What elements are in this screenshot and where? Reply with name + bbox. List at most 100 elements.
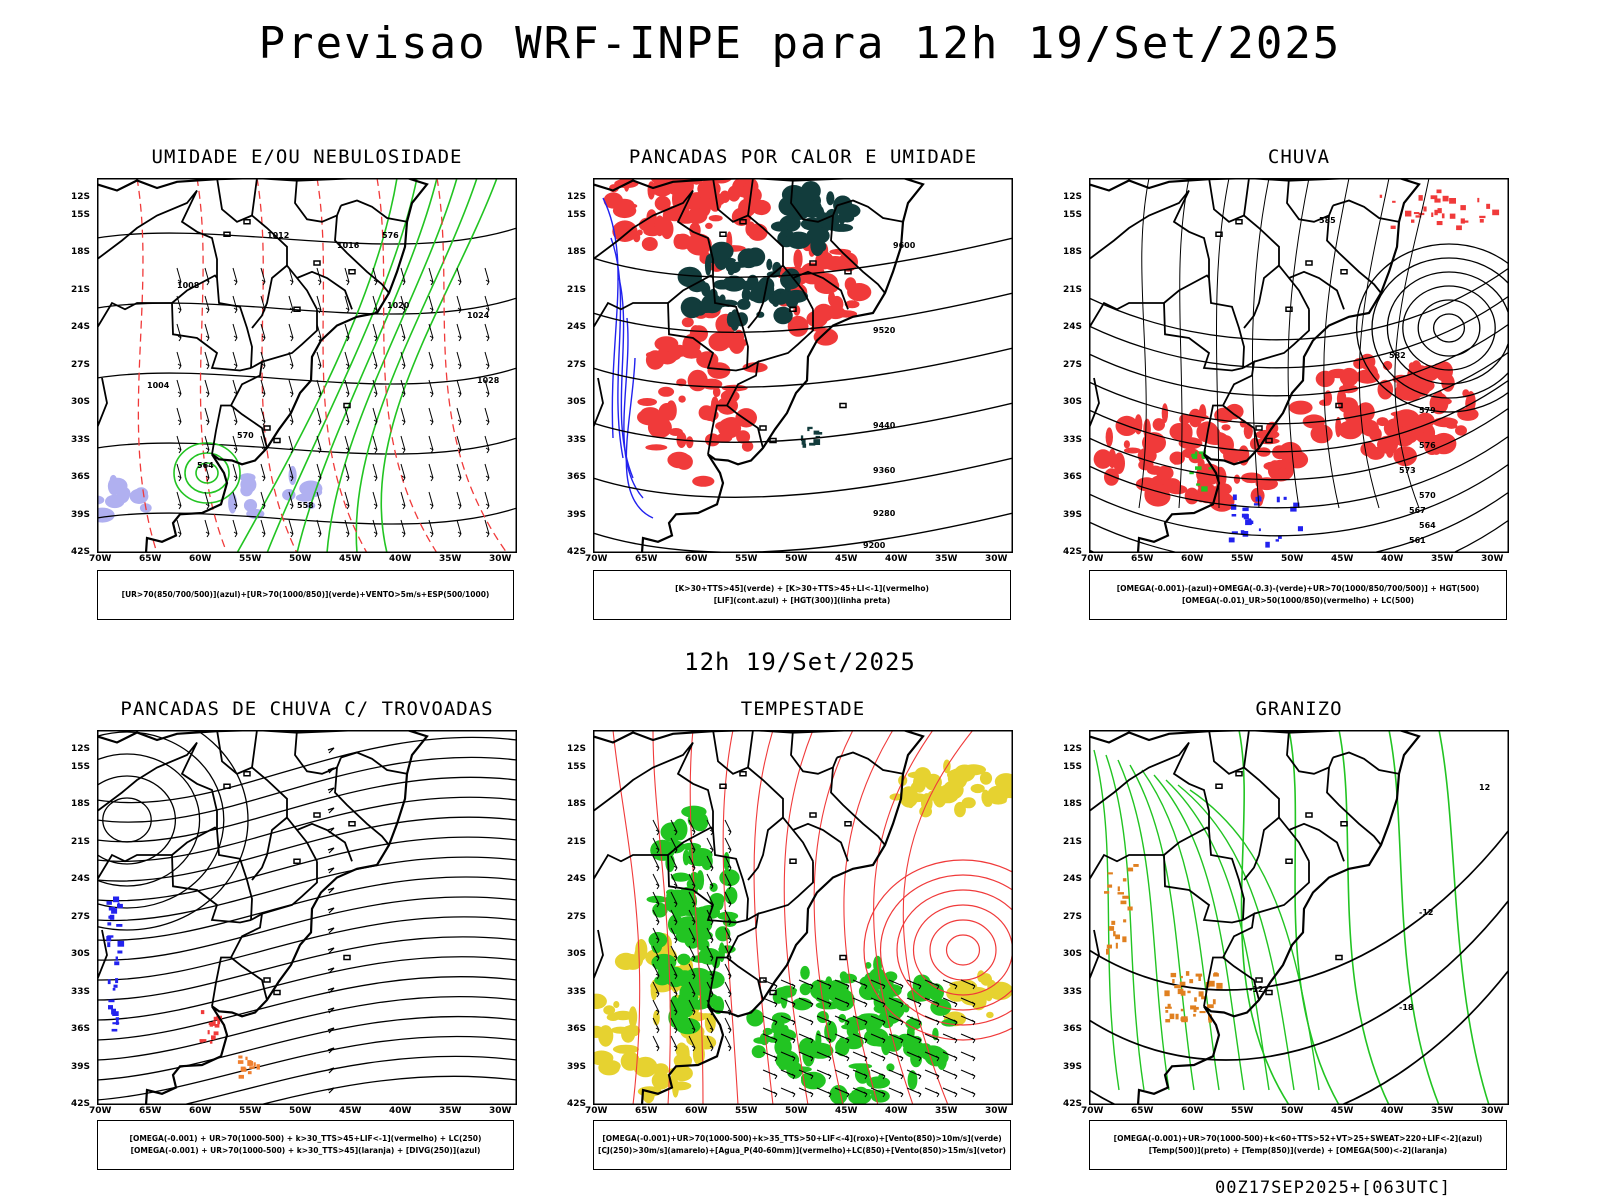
wind-vector [863, 1019, 868, 1026]
longitude-label: 40W [1381, 1106, 1404, 1116]
omega-area-orange [1193, 1013, 1196, 1017]
wind-vector [827, 1055, 832, 1062]
pressure-isobar [97, 437, 517, 455]
contour-label: 1008 [177, 281, 200, 290]
wind-vector [345, 335, 350, 342]
border-line [1163, 302, 1244, 372]
wind-vector [484, 379, 490, 395]
streamline [97, 976, 517, 1041]
wind-vector [652, 945, 660, 959]
longitude-label: 70W [1081, 554, 1104, 564]
rain-area-red [1356, 402, 1375, 423]
humidity-high-levels-area [105, 494, 125, 509]
latitude-label: 18S [1063, 247, 1083, 257]
height-500-contour [1089, 267, 1509, 341]
wind-vector [724, 999, 732, 1013]
wind-vector [691, 1027, 696, 1034]
omega-area-blue [1232, 494, 1237, 501]
border-line [216, 730, 253, 775]
wind-vector [688, 1035, 696, 1049]
wind-vector [484, 463, 490, 479]
temp-850-contour [1093, 749, 1120, 1091]
wind-vector [881, 1001, 886, 1008]
jet-stream-area-yellow [670, 1073, 677, 1084]
height-300-contour [593, 402, 1013, 443]
wind-vector [316, 407, 322, 423]
border-line [294, 178, 342, 223]
lake-outline [1285, 306, 1293, 312]
latitude-label: 27S [567, 359, 587, 370]
storm-area-red [213, 1031, 219, 1036]
wind-vector [232, 295, 238, 311]
border-line [593, 741, 714, 830]
wind-850-area-green [690, 955, 713, 963]
wind-vector [400, 267, 406, 283]
wind-vector [344, 491, 350, 507]
instability-area-green [687, 278, 707, 293]
lake-outline [1305, 260, 1313, 266]
lake-outline [263, 977, 271, 983]
contour-label: 9600 [893, 241, 916, 250]
omega-area-orange [1117, 886, 1120, 892]
wind-vector [205, 391, 210, 398]
rain-area-red [1418, 195, 1423, 201]
wind-vector [232, 351, 238, 367]
wind-vector [899, 1073, 904, 1080]
divergence-area-blue [107, 979, 111, 985]
lake-outline [1265, 989, 1273, 996]
streamline-850 [722, 730, 739, 1105]
streamline [97, 896, 517, 961]
border-line [211, 360, 264, 455]
lake-outline [1335, 954, 1343, 961]
wind-vector [400, 519, 406, 535]
wind-vector [344, 435, 350, 451]
wind-850-area-green [840, 973, 857, 984]
lake-outline [263, 425, 271, 431]
wind-850-area-green [767, 1036, 781, 1043]
wind-850-area-green [815, 1030, 822, 1052]
longitude-label: 35W [935, 554, 958, 564]
rain-area-red [1104, 468, 1119, 486]
border-line [1222, 404, 1260, 449]
streamline-850 [929, 919, 997, 981]
wind-850-area-green [793, 1066, 812, 1073]
jet-stream-area-yellow [593, 1025, 604, 1038]
divergence-area-blue [111, 1028, 118, 1032]
wind-vector [688, 855, 696, 869]
longitude-label: 30W [1481, 554, 1504, 564]
border-line [211, 912, 264, 1007]
rain-area-red [1338, 397, 1358, 414]
temp-500-contour [1089, 899, 1509, 1061]
longitude-label: 45W [1331, 554, 1354, 564]
omega-area-blue [1242, 531, 1249, 537]
instability-area-red [681, 317, 694, 328]
storm-area-red [211, 1035, 216, 1040]
contour-label: 585 [1319, 216, 1336, 225]
jet-stream-area-yellow [612, 1044, 639, 1054]
streamline-arrowhead [327, 747, 335, 754]
latitude-label: 15S [1063, 761, 1083, 772]
contour-label: 558 [297, 501, 314, 510]
border-line [593, 301, 668, 329]
rain-area-red [1379, 194, 1383, 198]
wind-vector [457, 531, 462, 538]
border-line [171, 302, 252, 372]
omega-area-green [1189, 471, 1194, 475]
wind-vector [261, 279, 266, 286]
instability-area-red [721, 384, 748, 392]
streamline-arrowhead [327, 927, 335, 934]
wind-vector [724, 909, 732, 923]
wind-vector [484, 351, 490, 367]
instability-area-red [612, 220, 638, 242]
wind-vector [260, 267, 266, 283]
instability-area-green [747, 274, 759, 289]
wind-vector [345, 419, 350, 426]
wind-vector [673, 973, 678, 980]
omega-area-orange [1185, 971, 1190, 976]
legend-line: [LIF](cont.azul) + [HGT(300)](linha pret… [713, 596, 891, 605]
border-line [712, 277, 749, 369]
legend-granizo: [OMEGA(-0.001)+UR>70(1000-500)+k<60+TTS>… [1089, 1120, 1507, 1170]
wind-vector [709, 1045, 714, 1052]
lake-outline [1215, 231, 1223, 237]
latitude-label: 42S [1063, 547, 1083, 557]
